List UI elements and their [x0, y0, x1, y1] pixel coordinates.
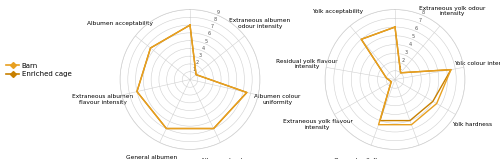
Legend: Barn, Enriched cage: Barn, Enriched cage [4, 60, 74, 80]
